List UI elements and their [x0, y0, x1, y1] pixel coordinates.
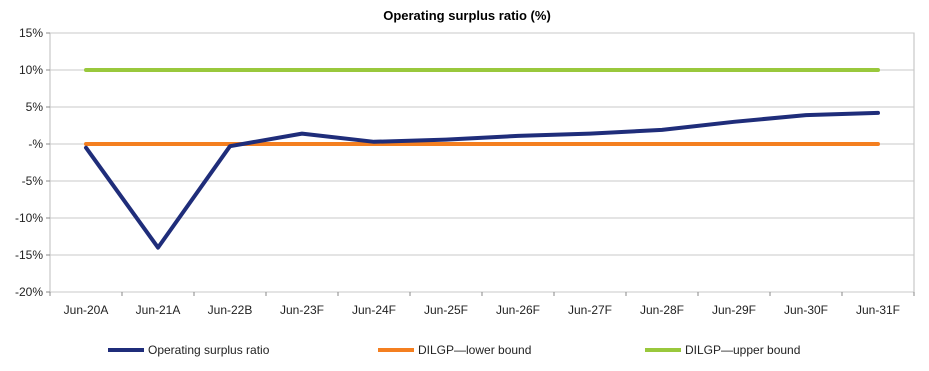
y-tick-label: -15% — [15, 248, 43, 262]
x-tick-label: Jun-27F — [568, 303, 612, 317]
chart-title: Operating surplus ratio (%) — [383, 8, 551, 23]
y-tick-label: 15% — [19, 26, 43, 40]
series-line-0 — [84, 110, 880, 250]
x-tick-label: Jun-22B — [208, 303, 253, 317]
y-tick-label: -10% — [15, 211, 43, 225]
x-tick-label: Jun-20A — [64, 303, 109, 317]
legend-label: Operating surplus ratio — [148, 343, 270, 357]
x-tick-label: Jun-21A — [136, 303, 181, 317]
x-tick-label: Jun-24F — [352, 303, 396, 317]
legend-label: DILGP—lower bound — [418, 343, 531, 357]
x-tick-label: Jun-29F — [712, 303, 756, 317]
x-tick-label: Jun-30F — [784, 303, 828, 317]
axis-layer: 15% 10% 5% -% -5% -10% -15% -20% Jun-20A Jun-21A J… — [15, 26, 915, 317]
y-tick-label: -5% — [22, 174, 44, 188]
y-tick-label: -% — [28, 137, 43, 151]
series-layer — [84, 68, 880, 250]
x-tick-label: Jun-31F — [856, 303, 900, 317]
y-tick-label: 10% — [19, 63, 43, 77]
x-tick-label: Jun-28F — [640, 303, 684, 317]
y-tick-label: 5% — [26, 100, 44, 114]
legend: Operating surplus ratio DILGP—lower bound… — [108, 343, 800, 357]
x-tick-label: Jun-23F — [280, 303, 324, 317]
legend-label: DILGP—upper bound — [685, 343, 800, 357]
y-tick-label: -20% — [15, 285, 43, 299]
x-tick-label: Jun-25F — [424, 303, 468, 317]
x-tick-label: Jun-26F — [496, 303, 540, 317]
